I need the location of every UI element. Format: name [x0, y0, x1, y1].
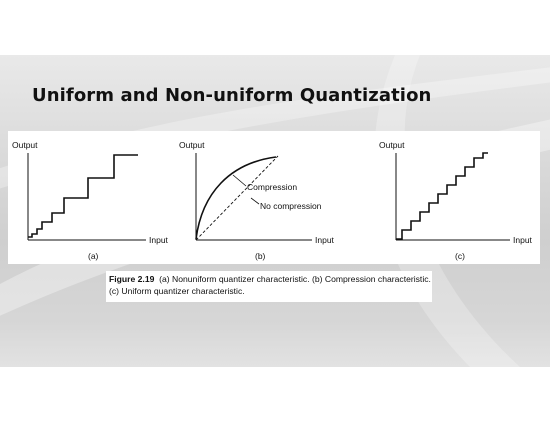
panel-a-x-label: Input [149, 235, 169, 245]
figure-caption-box: Figure 2.19 (a) Nonuniform quantizer cha… [106, 271, 432, 302]
panel-b-label: (b) [255, 251, 266, 261]
panel-c: Output Input (c) [348, 131, 540, 264]
figure-caption-text: (a) Nonuniform quantizer characteristic.… [109, 274, 431, 296]
panel-a-label: (a) [88, 251, 99, 261]
panel-b-linear-line [195, 155, 279, 241]
panel-a-staircase [28, 154, 138, 238]
panel-b-compression-curve [195, 156, 277, 240]
panel-c-y-label: Output [379, 140, 405, 150]
panel-c-staircase [396, 152, 488, 240]
panel-b: Output Compression No compression Input … [176, 131, 348, 264]
figure-caption-label: Figure 2.19 [109, 274, 155, 284]
panel-b-x-label: Input [315, 235, 335, 245]
figure-caption: Figure 2.19 (a) Nonuniform quantizer cha… [109, 274, 431, 297]
panel-b-compression-leader [232, 174, 247, 187]
panel-c-label: (c) [455, 251, 465, 261]
panel-b-no-compression-leader [250, 197, 260, 205]
panel-b-no-compression-label: No compression [260, 201, 322, 211]
panel-c-x-label: Input [513, 235, 533, 245]
panel-b-compression-label: Compression [247, 182, 297, 192]
panel-b-y-label: Output [179, 140, 205, 150]
slide-title: Uniform and Non-uniform Quantization [32, 85, 432, 106]
panel-a: Output Input (a) [8, 131, 176, 264]
panel-a-y-label: Output [12, 140, 38, 150]
